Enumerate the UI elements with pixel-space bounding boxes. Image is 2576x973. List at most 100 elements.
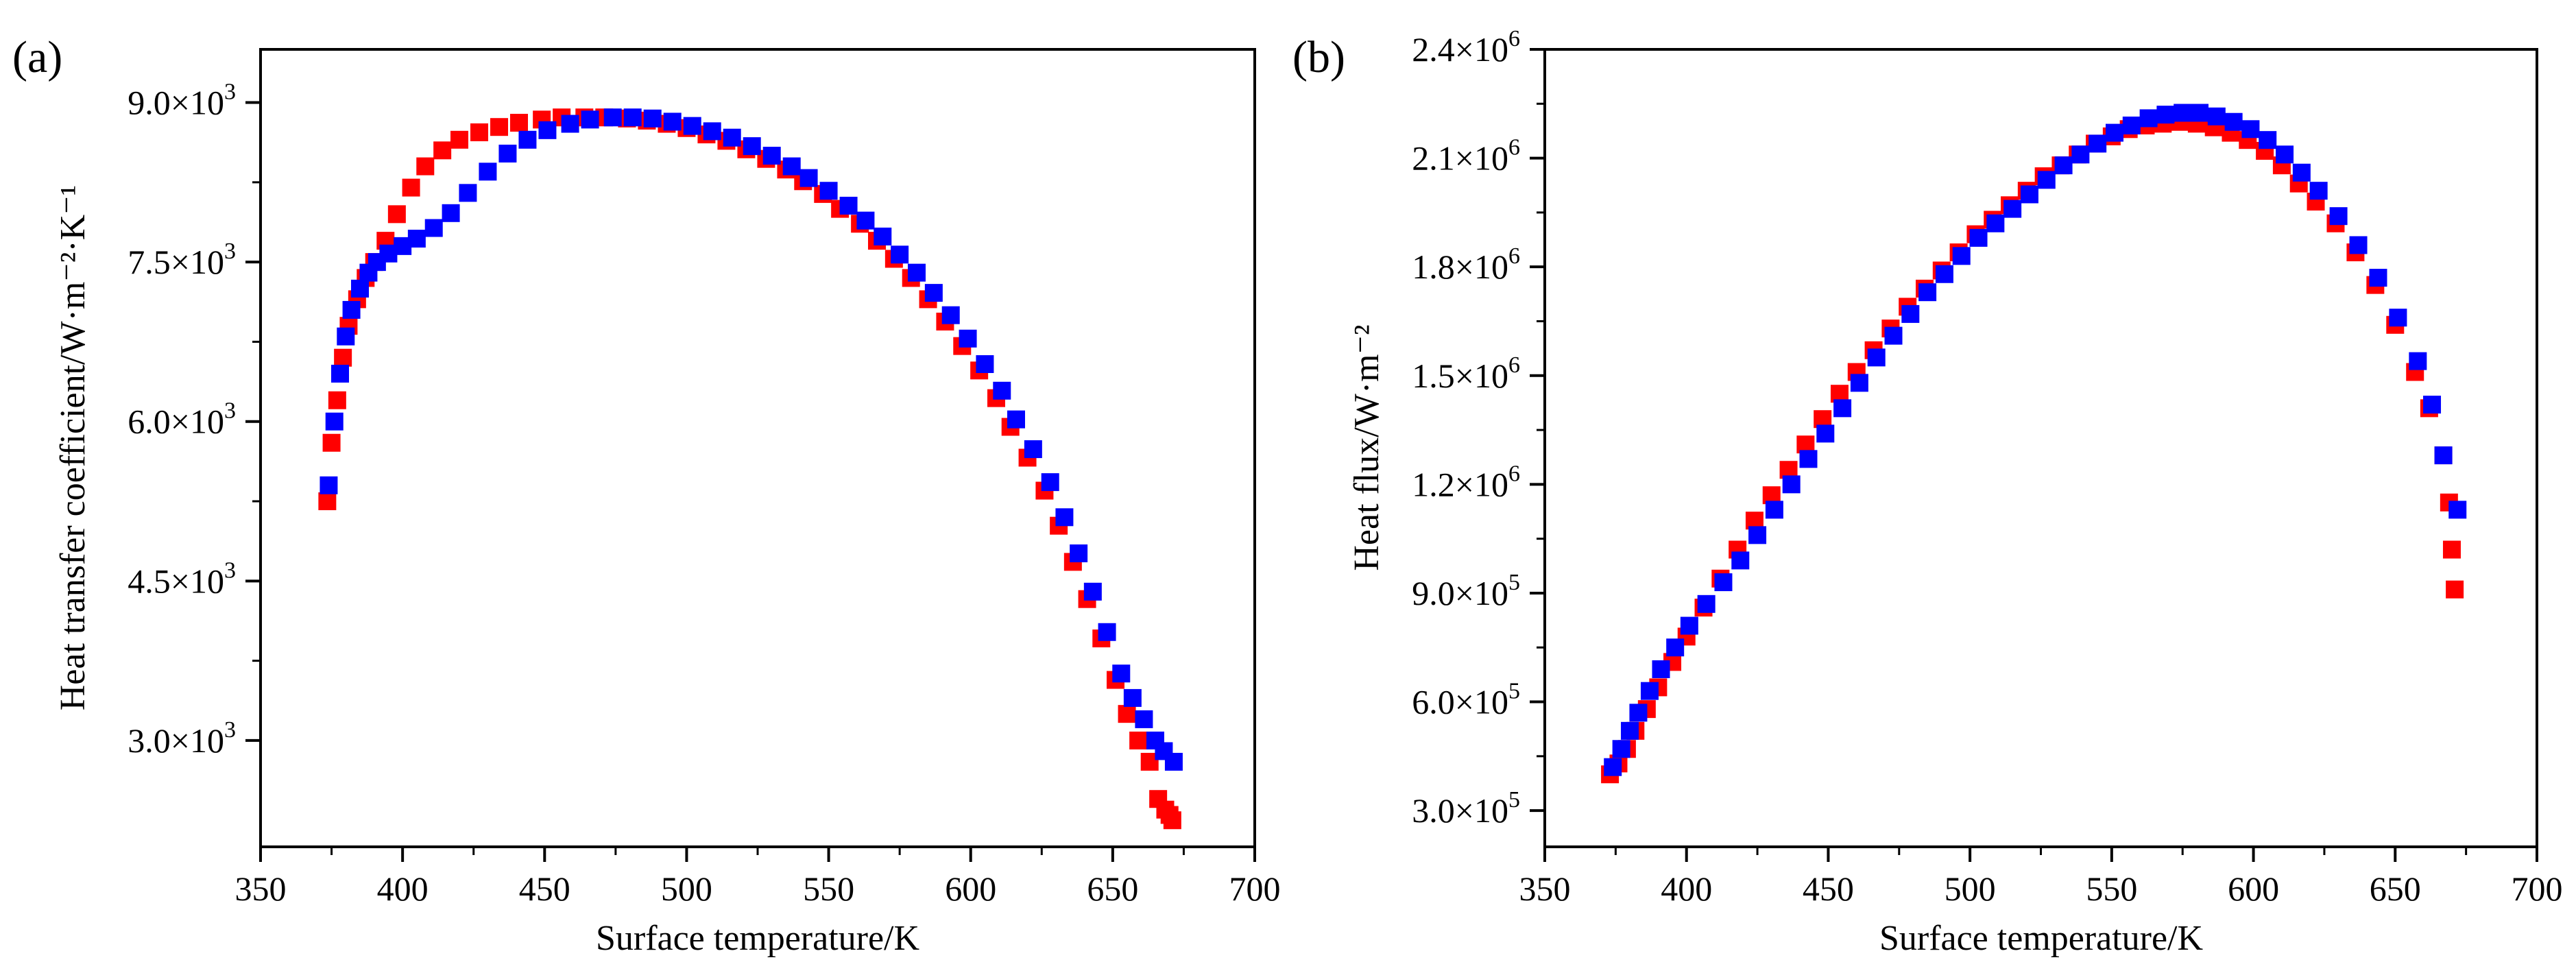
panel-a-y-tick-label: 9.0×103 bbox=[128, 80, 236, 122]
panel-a-blue-point bbox=[538, 121, 557, 139]
panel-b-y-tick-label: 3.0×105 bbox=[1412, 787, 1520, 830]
panel-b-x-axis-title: Surface temperature/K bbox=[1879, 919, 2204, 958]
panel-b-blue-point bbox=[1629, 704, 1648, 722]
panel-b-blue-point bbox=[1952, 247, 1971, 265]
panel-a-x-ticks: 350 400 450 500 550 600 650 700 bbox=[235, 847, 1281, 908]
panel-b-blue-point bbox=[1986, 214, 2005, 232]
panel-a-x-tick-label: 550 bbox=[803, 869, 854, 908]
panel-a-blue-point bbox=[1123, 688, 1142, 707]
panel-b-blue-point bbox=[2259, 131, 2277, 149]
panel-a-blue-point bbox=[703, 122, 721, 141]
panel-a-red-point bbox=[402, 178, 420, 197]
panel-b-blue-point bbox=[2191, 104, 2209, 122]
panel-b-blue-point bbox=[2309, 182, 2328, 200]
panel-b-blue-point bbox=[1731, 551, 1750, 570]
panel-a-blue-point bbox=[799, 169, 818, 187]
panel-b-blue-point bbox=[1714, 573, 1733, 592]
panel-b-y-tick-label: 2.4×106 bbox=[1412, 26, 1520, 69]
panel-a-blue-point bbox=[874, 227, 892, 245]
panel-a-blue-point bbox=[337, 327, 355, 346]
panel-b-y-ticks: 3.0×105 6.0×105 9.0×105 1.2×106 1.5×106 1.8×1… bbox=[1412, 26, 1545, 830]
panel-b-blue-point bbox=[1748, 526, 1767, 544]
panel-a-blue-point bbox=[993, 381, 1011, 400]
panel-a-blue-point bbox=[643, 109, 662, 128]
panel-b-blue-point bbox=[1697, 594, 1716, 613]
panel-b-blue-point bbox=[2156, 106, 2175, 124]
panel-b-blue-point bbox=[1765, 501, 1783, 519]
panel-a-x-axis-title: Surface temperature/K bbox=[596, 919, 920, 958]
panel-a-blue-point bbox=[819, 182, 838, 200]
panel-a-blue-point bbox=[320, 476, 338, 494]
panel-b-x-tick-label: 450 bbox=[1803, 869, 1854, 908]
panel-b-blue-point bbox=[1833, 399, 1852, 418]
panel-a-blue-point bbox=[518, 130, 537, 149]
panel-a-y-axis-title: Heat transfer coefficient/W·m⁻²·K⁻¹ bbox=[53, 185, 93, 711]
panel-b-blue-point bbox=[2389, 309, 2407, 327]
panel-b-blue-point bbox=[1652, 660, 1670, 678]
panel-a-blue-point bbox=[479, 163, 497, 181]
panel-b-blue-point bbox=[1680, 616, 1698, 635]
panel-a-red-point bbox=[450, 130, 468, 149]
panel-a-red-point bbox=[322, 433, 341, 452]
panel-b-blue-point bbox=[1969, 228, 1988, 247]
panel-a-blue-point bbox=[459, 184, 477, 202]
panel-a: (a) 350 400 450 500 550 600 650 700 3.0×103 4.5×… bbox=[12, 32, 1281, 958]
panel-b-blue-point bbox=[1867, 348, 1886, 367]
panel-b-blue-point bbox=[2122, 117, 2141, 135]
panel-b-blue-point bbox=[1782, 475, 1801, 494]
panel-b-blue-point bbox=[1799, 450, 1818, 468]
panel-a-label: (a) bbox=[12, 32, 62, 82]
panel-a-blue-point bbox=[1164, 752, 1183, 771]
panel-b-blue-point bbox=[1884, 326, 1903, 345]
panel-b-x-tick-label: 650 bbox=[2370, 869, 2421, 908]
panel-a-blue-point bbox=[498, 144, 517, 163]
panel-a-blue-point bbox=[782, 157, 801, 176]
panel-a-red-point bbox=[490, 118, 508, 136]
panel-b-blue-point bbox=[2105, 123, 2123, 142]
panel-a-red-point bbox=[1163, 811, 1181, 830]
panel-a-blue-point bbox=[1007, 410, 1025, 429]
panel-b-blue-point bbox=[2329, 207, 2348, 226]
panel-a-blue-point bbox=[1112, 664, 1131, 683]
panel-a-blue-point bbox=[561, 115, 579, 133]
panel-b-x-tick-label: 350 bbox=[1519, 869, 1571, 908]
panel-b-x-tick-label: 550 bbox=[2086, 869, 2137, 908]
panel-b: (b) 350 400 450 500 550 600 650 700 3.0×105 6.0×… bbox=[1292, 26, 2563, 958]
panel-a-red-point bbox=[334, 348, 352, 367]
panel-a-plot-frame bbox=[259, 48, 1256, 848]
panel-b-blue-point bbox=[1666, 638, 1685, 657]
panel-a-blue-point bbox=[424, 219, 443, 237]
panel-a-red-point bbox=[387, 205, 406, 224]
panel-a-x-tick-label: 350 bbox=[235, 869, 287, 908]
panel-b-x-tick-label: 600 bbox=[2228, 869, 2279, 908]
panel-a-x-tick-label: 600 bbox=[945, 869, 996, 908]
panel-a-blue-point bbox=[959, 329, 977, 348]
panel-a-blue-point bbox=[723, 128, 741, 147]
panel-a-blue-point bbox=[663, 112, 682, 131]
panel-a-x-tick-label: 450 bbox=[519, 869, 570, 908]
panel-a-blue-point bbox=[976, 355, 994, 373]
panel-a-y-tick-label: 6.0×103 bbox=[128, 398, 236, 441]
panel-a-blue-point bbox=[1041, 473, 1059, 492]
panel-b-y-tick-label: 1.5×106 bbox=[1412, 352, 1520, 395]
panel-a-blue-point bbox=[924, 284, 943, 302]
panel-b-y-tick-label: 9.0×105 bbox=[1412, 570, 1520, 612]
panel-b-blue-point bbox=[2276, 145, 2294, 164]
panel-a-blue-point bbox=[623, 108, 642, 127]
panel-a-x-tick-label: 700 bbox=[1229, 869, 1281, 908]
panel-a-x-tick-label: 400 bbox=[377, 869, 429, 908]
panel-b-blue-point bbox=[2423, 396, 2442, 414]
panel-a-red-point bbox=[433, 141, 452, 160]
panel-a-blue-point bbox=[683, 117, 701, 135]
panel-a-y-ticks: 3.0×103 4.5×103 6.0×103 7.5×103 9.0×103 bbox=[128, 80, 261, 760]
panel-a-blue-point bbox=[351, 279, 369, 298]
panel-b-blue-point bbox=[1918, 283, 1937, 302]
panel-a-blue-point bbox=[1055, 508, 1074, 527]
panel-b-blue-point bbox=[2139, 109, 2158, 128]
panel-b-blue-point bbox=[1621, 721, 1639, 740]
panel-a-red-point bbox=[510, 113, 528, 132]
panel-b-y-tick-label: 1.8×106 bbox=[1412, 243, 1520, 286]
panel-b-series-blue bbox=[1604, 104, 2467, 776]
panel-b-y-tick-label: 6.0×105 bbox=[1412, 679, 1520, 721]
